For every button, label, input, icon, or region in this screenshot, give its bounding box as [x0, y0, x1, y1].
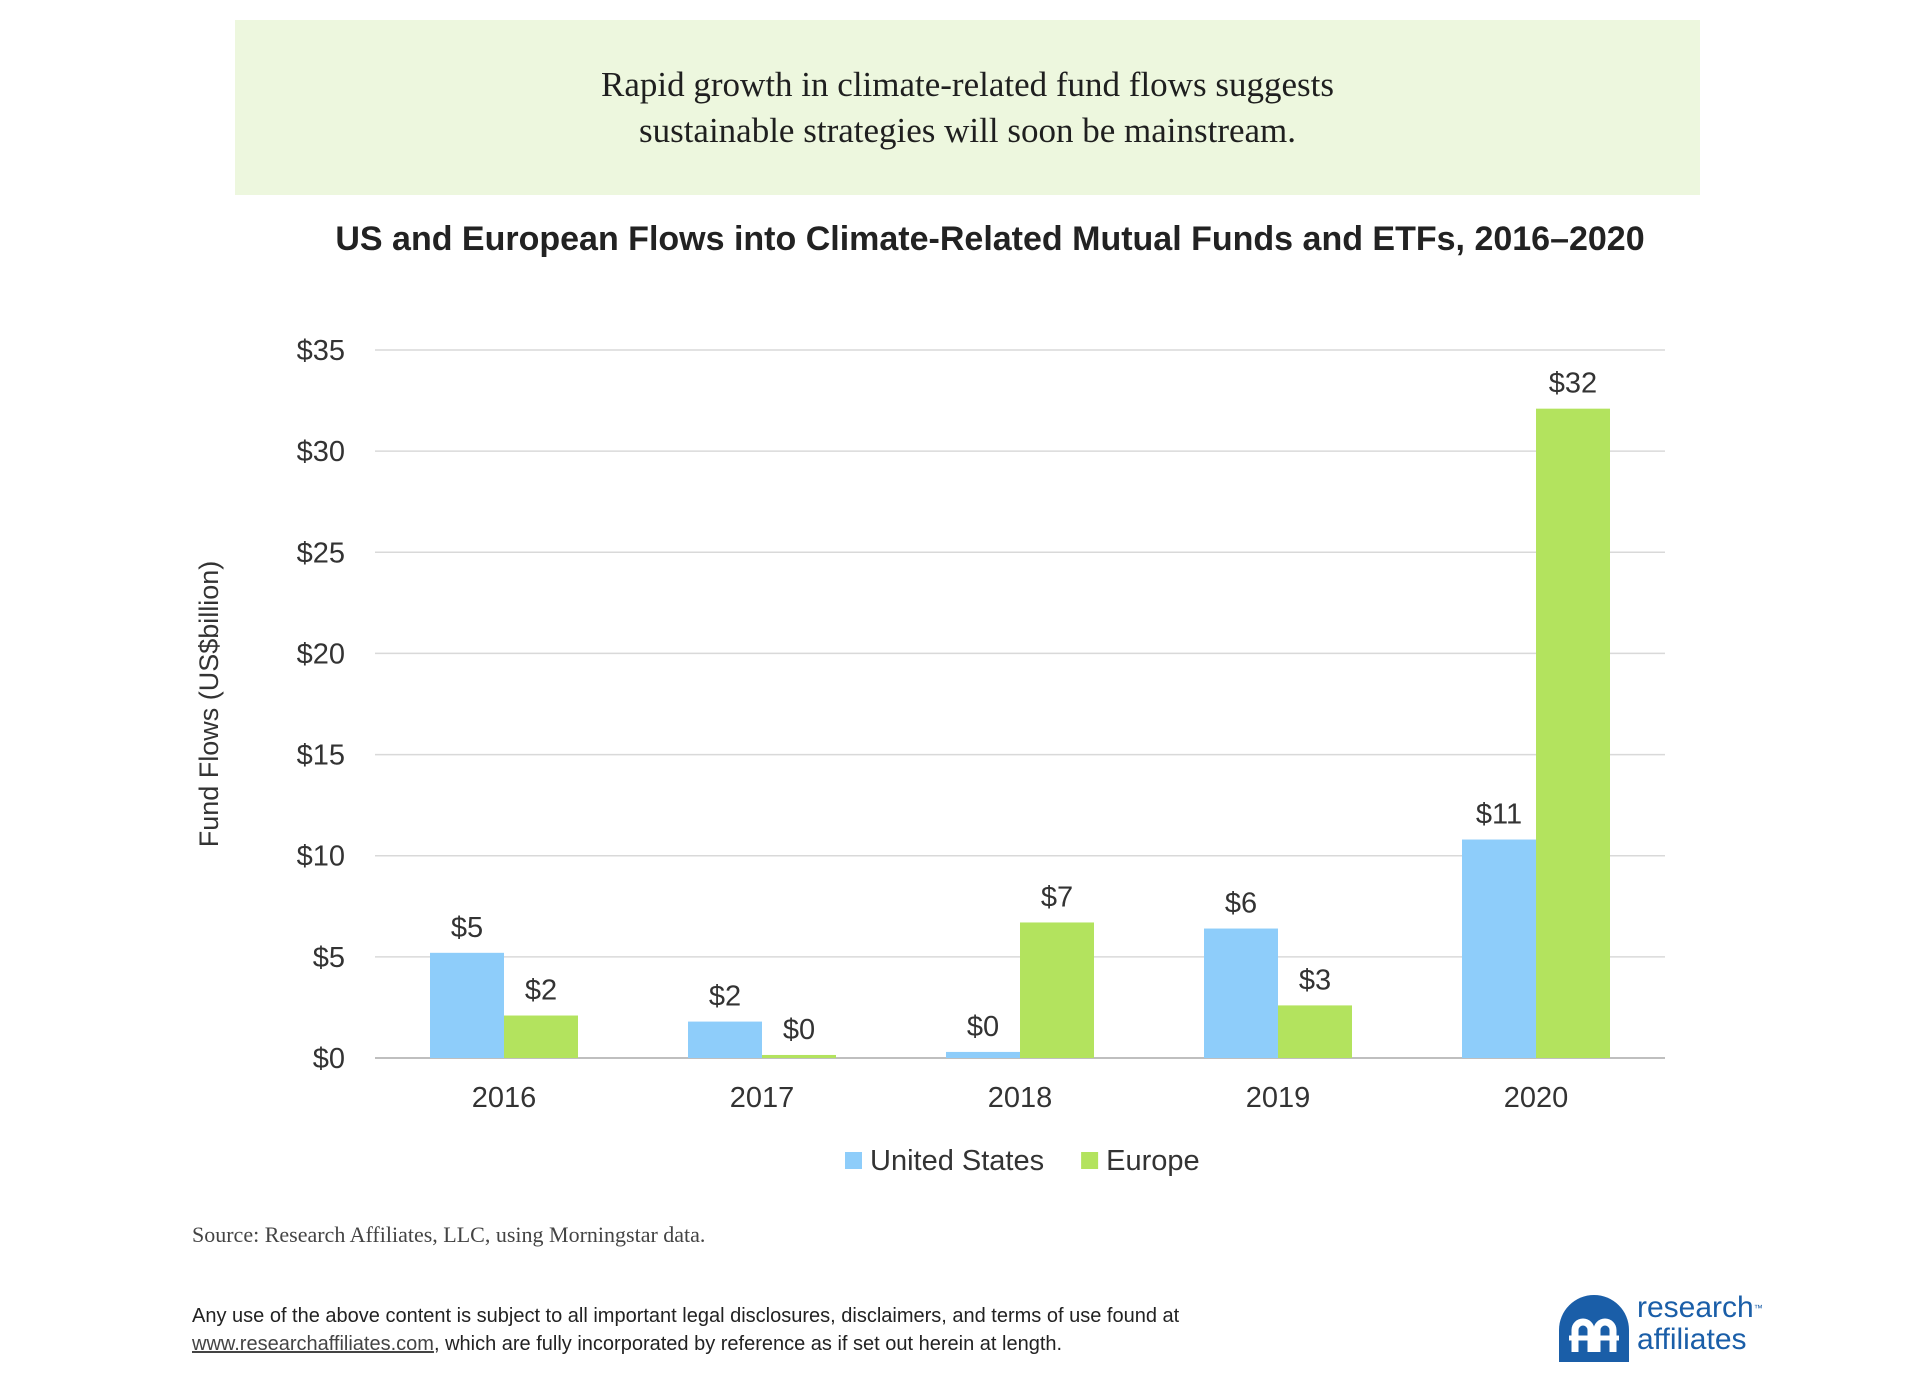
data-label: $11 — [1476, 799, 1522, 831]
bar-europe-2018 — [1020, 922, 1094, 1058]
y-tick-label: $25 — [297, 537, 345, 569]
logo-word-affiliates: affiliates — [1637, 1323, 1747, 1356]
data-label: $0 — [783, 1014, 815, 1046]
research-affiliates-logo: research™ affiliates — [1557, 1290, 1787, 1366]
bar-us-2016 — [430, 952, 504, 1058]
y-axis-label: Fund Flows (US$billion) — [194, 561, 224, 848]
bar-europe-2019 — [1278, 1005, 1352, 1058]
data-label: $5 — [451, 912, 483, 944]
logo-word-research: research — [1637, 1291, 1754, 1324]
data-label: $2 — [525, 975, 557, 1007]
headline-banner: Rapid growth in climate-related fund flo… — [235, 20, 1700, 195]
y-tick-label: $35 — [297, 335, 345, 367]
legend-swatch-us — [845, 1152, 862, 1169]
legend-label: United States — [870, 1145, 1044, 1177]
x-tick-label: 2019 — [1246, 1082, 1311, 1114]
y-tick-label: $10 — [297, 841, 345, 873]
bar-europe-2017 — [762, 1054, 836, 1058]
legal-disclaimer: Any use of the above content is subject … — [192, 1302, 1392, 1358]
chart-title: US and European Flows into Climate-Relat… — [335, 220, 1645, 258]
headline-line-1: Rapid growth in climate-related fund flo… — [601, 64, 1334, 104]
disclaimer-text-end: , which are fully incorporated by refere… — [433, 1333, 1063, 1355]
bar-us-2019 — [1204, 928, 1278, 1058]
x-tick-label: 2018 — [988, 1082, 1053, 1114]
y-tick-label: $20 — [297, 638, 345, 670]
y-tick-label: $30 — [297, 436, 345, 468]
headline-line-2: sustainable strategies will soon be main… — [638, 110, 1297, 150]
bar-us-2018 — [946, 1051, 1020, 1058]
disclaimer-text: Any use of the above content is subject … — [192, 1305, 1180, 1327]
source-note: Source: Research Affiliates, LLC, using … — [192, 1222, 706, 1247]
website-link[interactable]: www.researchaffiliates.com — [192, 1333, 434, 1355]
bar-us-2020 — [1462, 839, 1536, 1058]
bar-us-2017 — [688, 1021, 762, 1058]
data-label: $3 — [1299, 964, 1331, 996]
logo-trademark: ™ — [1753, 1303, 1763, 1313]
y-tick-label: $5 — [313, 942, 345, 974]
logo-mark-icon — [1559, 1295, 1629, 1362]
y-tick-label: $0 — [313, 1043, 345, 1075]
bar-europe-2020 — [1536, 408, 1610, 1059]
legend-label: Europe — [1106, 1145, 1200, 1177]
x-tick-label: 2017 — [730, 1082, 795, 1114]
data-label: $32 — [1549, 368, 1597, 400]
data-label: $2 — [709, 981, 741, 1013]
data-label: $0 — [967, 1011, 999, 1043]
legend-swatch-europe — [1081, 1152, 1099, 1169]
x-tick-label: 2016 — [472, 1082, 537, 1114]
data-label: $7 — [1041, 881, 1073, 913]
logo-text: research™ affiliates — [1637, 1292, 1763, 1356]
bar-europe-2016 — [504, 1015, 578, 1058]
x-tick-label: 2020 — [1504, 1082, 1569, 1114]
y-tick-label: $15 — [297, 740, 345, 772]
data-label: $6 — [1225, 888, 1257, 920]
